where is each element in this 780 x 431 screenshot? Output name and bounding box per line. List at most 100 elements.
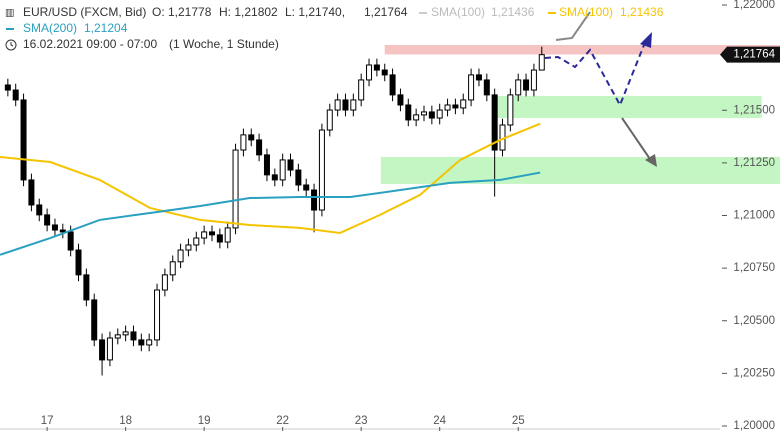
candle-body (169, 261, 176, 276)
x-tick-label: 24 (433, 415, 446, 427)
candle-body (51, 224, 58, 231)
candle-body (4, 84, 11, 91)
candle-body (240, 134, 247, 151)
legend-swatch (6, 28, 14, 30)
candle-body (177, 249, 184, 263)
candle-body (303, 184, 310, 191)
candle-body (59, 229, 66, 233)
clock-icon (5, 39, 17, 51)
legend-label: SMA(200) (23, 21, 77, 35)
x-tick-label: 17 (41, 415, 54, 427)
x-tick-label: 19 (198, 415, 211, 427)
legend-swatch (419, 12, 427, 14)
y-tick-label: 1,20750 (733, 262, 775, 274)
candle-body (523, 79, 530, 91)
candle-body (318, 129, 325, 211)
x-tick-label: 25 (512, 415, 525, 427)
candle-body (311, 189, 318, 211)
candle-body (154, 289, 161, 341)
icon: ▥ (5, 8, 14, 19)
candle-body (12, 89, 19, 101)
candle-body (279, 159, 286, 181)
candle-body (256, 139, 263, 156)
candle-body (193, 237, 200, 246)
period: (1 Woche, 1 Stunde) (169, 37, 279, 51)
candle-body (358, 79, 365, 101)
candle-body (263, 154, 270, 176)
price-tag-label: 1,21764 (733, 49, 775, 61)
candle-body (515, 79, 522, 96)
candle-body (44, 214, 51, 226)
header: ▥ EUR/USD (FXCM, Bid) O: 1,21778 H: 1,21… (5, 5, 664, 51)
candle-body (366, 64, 373, 81)
candle-body (185, 244, 192, 251)
legend-label: SMA(100) (431, 5, 485, 19)
candle-body (460, 99, 467, 109)
y-tick-label: 1,22000 (733, 0, 775, 11)
y-tick-label: 1,20250 (733, 367, 775, 379)
candle-body (334, 99, 341, 111)
candle-body (216, 234, 223, 243)
legend-value: 1,21436 (620, 5, 664, 19)
candle-body (452, 104, 459, 109)
candle-body (420, 111, 427, 116)
price-tag (720, 46, 780, 63)
candle-body (114, 334, 121, 339)
scenario-path (544, 39, 647, 108)
ohlc-close: 1,21764 (364, 5, 408, 19)
candle-body (20, 99, 27, 181)
candle-body (130, 331, 137, 341)
candle-body (75, 249, 82, 276)
candle-body (67, 231, 74, 251)
legend-value: 1,21436 (491, 5, 535, 19)
zone (380, 156, 780, 184)
candle-body (530, 69, 537, 91)
candle-body (106, 337, 113, 361)
zone (497, 95, 762, 119)
candle-body (483, 79, 490, 96)
sma-line (0, 122, 541, 234)
candle-body (248, 134, 255, 141)
x-tick-label: 22 (276, 415, 289, 427)
candle-body (491, 94, 498, 151)
candle-body (342, 99, 349, 111)
candle-body (99, 339, 106, 361)
y-tick-label: 1,20000 (733, 420, 775, 431)
candle-body (405, 104, 412, 121)
zone (384, 44, 780, 55)
candle-body (468, 74, 475, 101)
candle-body (287, 159, 294, 171)
candle-body (201, 231, 208, 239)
down-path (621, 117, 653, 163)
candle-body (413, 114, 420, 121)
x-tick-label: 18 (119, 415, 132, 427)
candle-body (161, 274, 168, 291)
candle-body (146, 339, 153, 346)
candle-body (28, 179, 35, 206)
candle-body (436, 109, 443, 119)
y-tick-label: 1,21500 (733, 104, 775, 116)
candle-body (91, 299, 98, 341)
candle-body (475, 74, 482, 81)
candle-body (381, 69, 388, 76)
plot (0, 46, 545, 376)
candle-body (208, 231, 215, 236)
candle-body (138, 339, 145, 346)
y-tick-label: 1,21000 (733, 210, 775, 222)
candle-body (389, 74, 396, 96)
candle-body (122, 331, 129, 336)
legend-value: 1,21204 (84, 21, 128, 35)
sma-line (0, 171, 541, 256)
candle-body (36, 204, 43, 216)
date: 16.02.2021 09:00 - 07:00 (23, 37, 157, 51)
candle-body (224, 227, 231, 243)
scenario-arrows (544, 11, 657, 167)
candle-body (232, 149, 239, 229)
candle-body (326, 109, 333, 131)
symbol: EUR/USD (FXCM, Bid) (23, 5, 146, 19)
legend-swatch (548, 12, 556, 14)
ohlc-high: H: 1,21802 (219, 5, 278, 19)
ohlc-low: L: 1,21740, (285, 5, 345, 19)
ohlc-open: O: 1,21778 (152, 5, 212, 19)
